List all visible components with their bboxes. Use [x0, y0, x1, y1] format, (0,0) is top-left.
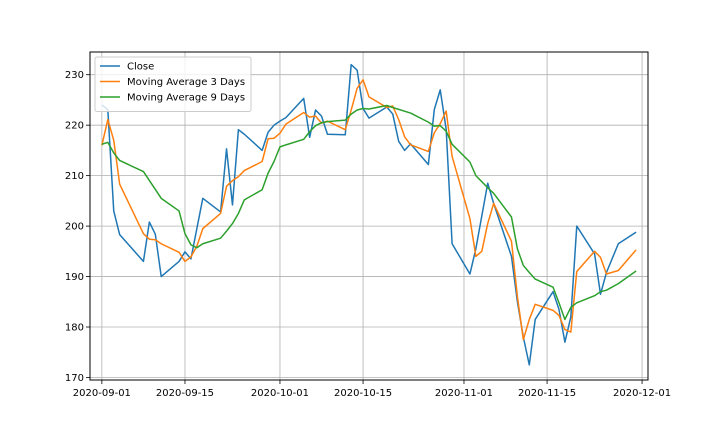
x-tick-label: 2020-09-15	[156, 388, 214, 399]
series-group	[101, 63, 637, 366]
x-tick-label: 2020-10-01	[251, 388, 309, 399]
x-tick-label: 2020-12-01	[613, 388, 671, 399]
y-tick-label: 230	[65, 70, 84, 81]
x-tick-label: 2020-11-01	[435, 388, 493, 399]
y-tick-label: 190	[65, 272, 84, 283]
x-tick-label: 2020-10-15	[334, 388, 392, 399]
legend-entry: Close	[100, 62, 154, 73]
legend-entry: Moving Average 9 Days	[100, 93, 245, 104]
y-tick-label: 180	[65, 323, 84, 334]
y-tick-label: 200	[65, 222, 84, 233]
legend-label: Moving Average 3 Days	[127, 77, 245, 88]
legend-entry: Moving Average 3 Days	[100, 77, 245, 88]
legend-label: Moving Average 9 Days	[127, 93, 245, 104]
legend-box	[94, 56, 252, 112]
legend: Close Moving Average 3 Days Moving Average…	[94, 56, 252, 112]
y-tick-label: 210	[65, 171, 84, 182]
x-tick-label: 2020-11-15	[518, 388, 576, 399]
series-line	[101, 79, 637, 341]
y-tick-label: 170	[65, 373, 84, 384]
series-line	[101, 104, 637, 321]
y-tick-label: 220	[65, 121, 84, 132]
axis-ticks: 2020-09-01 2020-09-15 2020-10-01 2020-10-15…	[65, 70, 671, 399]
legend-label: Close	[127, 62, 154, 73]
series-moving-average-9-days	[101, 104, 637, 321]
x-tick-label: 2020-09-01	[73, 388, 131, 399]
series-moving-average-3-days	[101, 79, 637, 341]
plot-frame	[89, 51, 649, 381]
